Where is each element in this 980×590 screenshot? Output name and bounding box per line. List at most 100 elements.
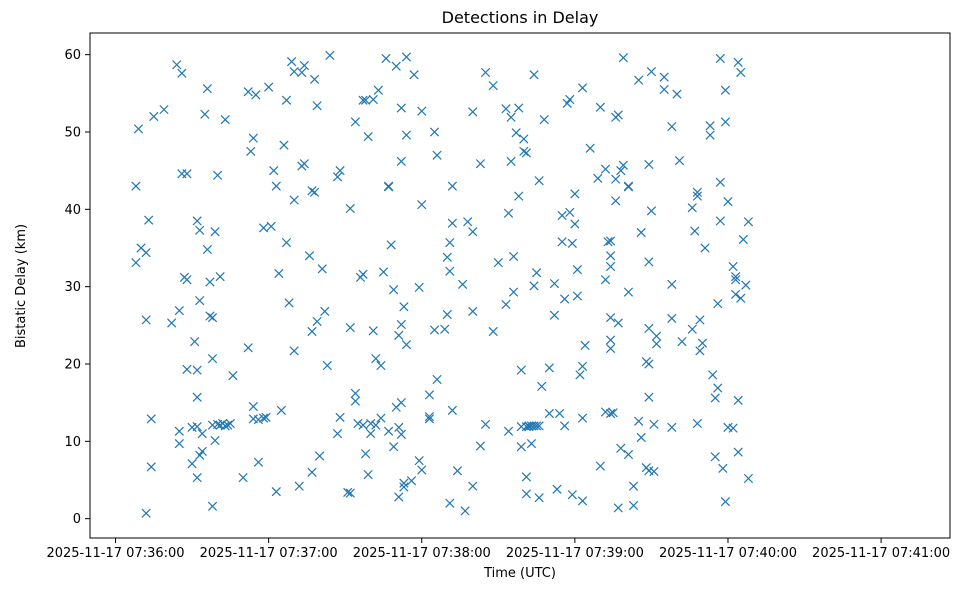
data-point — [281, 237, 292, 248]
data-point — [613, 503, 623, 513]
data-point — [315, 451, 325, 461]
data-point — [508, 251, 519, 262]
data-point — [182, 169, 192, 179]
data-point — [733, 395, 743, 405]
data-point — [692, 418, 702, 429]
data-point — [585, 143, 595, 153]
data-point — [417, 106, 427, 116]
data-point — [577, 496, 588, 506]
data-point — [307, 467, 317, 477]
data-point — [501, 104, 511, 114]
data-point — [192, 422, 202, 432]
data-point — [613, 318, 623, 328]
data-point — [182, 275, 192, 285]
data-point — [659, 72, 669, 82]
data-point — [417, 465, 427, 475]
y-axis-label: Bistatic Delay (km) — [14, 224, 29, 348]
data-point — [537, 381, 547, 392]
data-point — [511, 128, 521, 138]
data-point — [358, 95, 368, 105]
data-point — [519, 146, 529, 156]
data-point — [514, 191, 524, 201]
data-point — [697, 338, 708, 348]
data-point — [131, 181, 141, 191]
data-point — [715, 177, 725, 187]
data-point — [391, 61, 401, 71]
data-point — [605, 261, 616, 272]
data-point — [376, 413, 386, 423]
data-point — [332, 172, 343, 182]
data-point — [202, 244, 213, 255]
data-point — [225, 418, 235, 429]
data-point — [514, 103, 524, 113]
data-point — [335, 412, 345, 422]
data-point — [743, 217, 754, 227]
data-point — [424, 411, 435, 422]
data-point — [332, 428, 343, 439]
data-point — [616, 443, 626, 453]
data-point — [309, 74, 320, 85]
data-point — [133, 124, 144, 134]
data-point — [557, 237, 567, 247]
data-point — [713, 383, 723, 393]
data-point — [264, 82, 274, 92]
data-point — [345, 488, 355, 498]
data-point — [674, 155, 685, 166]
data-point — [475, 441, 486, 451]
data-point — [345, 323, 355, 333]
data-point — [368, 94, 378, 105]
data-point — [710, 452, 720, 462]
data-point — [600, 164, 611, 174]
data-point — [667, 121, 677, 132]
data-point — [271, 181, 281, 191]
data-point — [565, 207, 575, 218]
data-point — [623, 449, 634, 460]
x-tick-label: 2025-11-17 07:36:00 — [46, 546, 184, 561]
data-point — [618, 53, 628, 63]
data-point — [205, 277, 215, 287]
data-point — [304, 251, 315, 261]
data-point — [720, 497, 731, 507]
data-point — [360, 449, 371, 459]
data-point — [733, 447, 743, 457]
data-point — [243, 87, 253, 97]
data-point — [605, 408, 616, 419]
data-point — [271, 486, 281, 497]
data-point — [141, 508, 151, 518]
data-point — [378, 267, 389, 277]
data-point — [713, 299, 723, 309]
data-point — [475, 159, 486, 169]
data-point — [452, 466, 463, 476]
data-point — [424, 390, 435, 400]
y-tick-label: 60 — [64, 48, 81, 63]
data-point — [424, 414, 435, 424]
data-point — [554, 408, 565, 419]
data-point — [503, 426, 514, 436]
y-tick-label: 10 — [64, 435, 81, 450]
data-point — [644, 392, 654, 402]
data-point — [600, 407, 611, 417]
data-point — [534, 176, 544, 186]
data-point — [516, 365, 526, 375]
data-point — [432, 374, 442, 385]
data-point — [506, 156, 516, 167]
data-point — [212, 170, 223, 180]
data-point — [677, 336, 687, 347]
data-point — [577, 413, 588, 423]
data-point — [350, 388, 361, 399]
data-point — [360, 95, 371, 105]
chart-title: Detections in Delay — [442, 8, 599, 27]
data-point — [200, 109, 210, 119]
data-point — [646, 206, 657, 216]
data-point — [613, 110, 623, 120]
data-point — [544, 408, 554, 419]
data-point — [286, 56, 297, 67]
data-point — [534, 421, 544, 431]
data-point — [205, 311, 215, 321]
data-point — [575, 370, 585, 380]
data-point — [253, 415, 264, 425]
data-point — [695, 315, 705, 325]
data-point — [687, 203, 697, 213]
data-point — [715, 53, 725, 64]
